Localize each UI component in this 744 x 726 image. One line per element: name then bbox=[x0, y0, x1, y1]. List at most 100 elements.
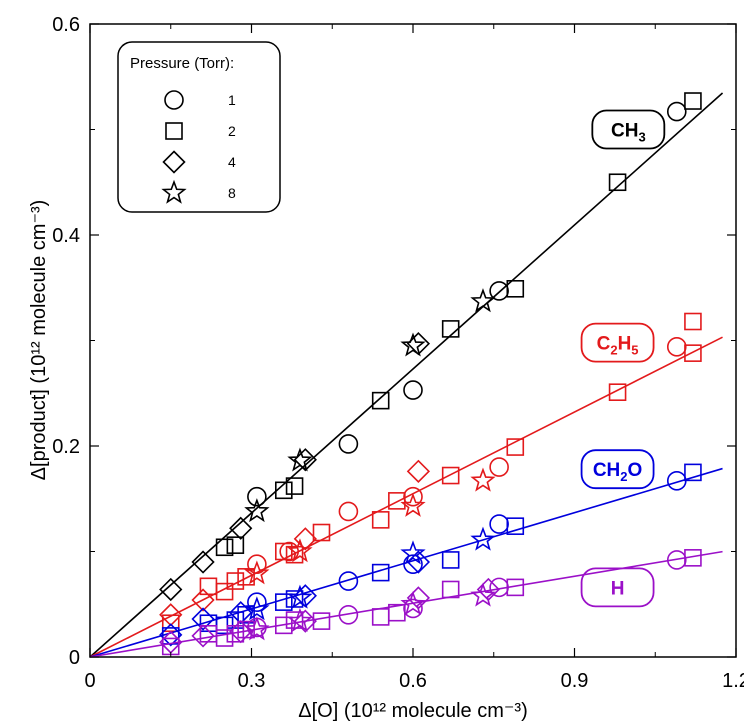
legend-title: Pressure (Torr): bbox=[130, 55, 234, 72]
data-point-square bbox=[506, 438, 525, 456]
data-point-square bbox=[237, 568, 255, 586]
data-point-square bbox=[215, 582, 234, 601]
data-point-circle bbox=[403, 380, 423, 400]
data-point-square bbox=[441, 580, 460, 599]
series-label-box bbox=[580, 322, 655, 363]
data-point-circle bbox=[247, 554, 267, 574]
series-label-h: H bbox=[580, 567, 655, 608]
data-point-diamond bbox=[191, 624, 215, 648]
data-point-square bbox=[608, 173, 627, 192]
data-point-star bbox=[244, 596, 270, 621]
data-point-star bbox=[470, 467, 496, 492]
series-label-text: CH2O bbox=[593, 460, 642, 484]
data-point-square bbox=[215, 538, 234, 557]
series-label-text: H bbox=[611, 578, 625, 599]
data-point-circle bbox=[247, 486, 267, 507]
data-point-circle bbox=[279, 541, 299, 562]
data-point-diamond bbox=[229, 516, 253, 540]
data-point-square bbox=[215, 629, 234, 647]
data-point-circle bbox=[489, 514, 509, 534]
data-point-square bbox=[285, 477, 304, 495]
legend-label: 4 bbox=[228, 154, 236, 170]
data-point-circle bbox=[247, 592, 267, 612]
data-point-square bbox=[684, 92, 702, 110]
data-point-square bbox=[388, 492, 406, 510]
series-label-text: C2H5 bbox=[597, 334, 639, 358]
data-point-circle bbox=[666, 101, 687, 122]
data-point-square bbox=[608, 383, 627, 401]
data-point-circle bbox=[666, 337, 687, 357]
series-h bbox=[89, 549, 723, 658]
plot-area: CH3 C2H5 CH2O H bbox=[89, 23, 737, 658]
legend-marker-square bbox=[165, 122, 183, 140]
series-label-box bbox=[591, 109, 666, 150]
data-point-square bbox=[371, 608, 390, 626]
data-point-circle bbox=[403, 554, 423, 574]
y-tick-label: 0.4 bbox=[52, 225, 80, 247]
data-point-circle bbox=[403, 598, 423, 619]
data-point-diamond bbox=[191, 607, 215, 631]
x-tick-label: 0.3 bbox=[238, 670, 266, 692]
data-point-square bbox=[226, 536, 245, 554]
data-point-star bbox=[244, 560, 270, 585]
data-point-diamond bbox=[293, 609, 317, 633]
data-point-circle bbox=[666, 550, 687, 570]
series-c2h5 bbox=[89, 312, 723, 658]
data-point-square bbox=[371, 511, 390, 529]
series-label-text: CH3 bbox=[611, 121, 646, 145]
data-point-circle bbox=[338, 501, 359, 522]
data-point-star bbox=[400, 590, 426, 616]
data-point-square bbox=[441, 320, 460, 338]
legend-box bbox=[117, 41, 281, 213]
data-point-square bbox=[371, 563, 390, 582]
data-point-star bbox=[287, 447, 313, 472]
data-point-square bbox=[312, 523, 331, 542]
data-point-circle bbox=[338, 571, 359, 591]
x-tick-label: 0.9 bbox=[561, 670, 589, 692]
legend: Pressure (Torr): 1 2 4 8 bbox=[117, 41, 281, 213]
data-point-square bbox=[199, 577, 218, 596]
data-point-circle bbox=[489, 457, 509, 477]
y-axis-title: Δ[product] (10¹² molecule cm⁻³) bbox=[28, 200, 50, 481]
fit-line-ch3 bbox=[89, 92, 724, 658]
series-label-box bbox=[580, 567, 655, 608]
data-point-square bbox=[285, 545, 304, 564]
x-axis-title: Δ[O] (10¹² molecule cm⁻³) bbox=[298, 700, 528, 722]
series-label-ch2o: CH2O bbox=[580, 449, 655, 490]
data-point-square bbox=[274, 593, 293, 611]
series-ch3 bbox=[89, 92, 724, 658]
legend-marker-diamond bbox=[162, 150, 186, 174]
axis-ticks: 0 0.3 0.6 0.9 1.2 0 0.2 0.4 0.6 bbox=[52, 14, 744, 692]
data-point-circle bbox=[666, 471, 687, 491]
data-point-diamond bbox=[159, 623, 183, 647]
legend-marker-star bbox=[161, 179, 187, 204]
data-point-circle bbox=[338, 604, 359, 625]
data-point-circle bbox=[489, 281, 509, 301]
series-label-box bbox=[580, 449, 655, 490]
data-point-star bbox=[287, 538, 313, 563]
y-tick-label: 0.2 bbox=[52, 436, 80, 458]
data-point-square bbox=[274, 616, 293, 635]
data-point-square bbox=[441, 551, 460, 569]
x-tick-label: 0.6 bbox=[399, 670, 427, 692]
data-point-square bbox=[226, 572, 245, 590]
x-tick-label: 1.2 bbox=[722, 670, 744, 692]
data-point-diamond bbox=[159, 577, 183, 602]
series-ch2o bbox=[89, 463, 723, 658]
data-point-star bbox=[287, 584, 313, 609]
legend-marker-circle bbox=[164, 90, 184, 110]
data-point-circle bbox=[489, 577, 509, 598]
data-point-diamond bbox=[406, 459, 431, 483]
data-point-square bbox=[506, 578, 525, 597]
series-label-ch3: CH3 bbox=[591, 109, 666, 150]
data-point-star bbox=[400, 540, 426, 565]
data-point-star bbox=[470, 526, 496, 551]
legend-label: 2 bbox=[228, 123, 236, 139]
data-point-star bbox=[244, 498, 270, 523]
x-tick-label: 0 bbox=[84, 670, 95, 692]
data-point-star bbox=[470, 582, 496, 607]
data-point-square bbox=[312, 612, 331, 630]
legend-label: 8 bbox=[228, 185, 236, 201]
y-tick-label: 0 bbox=[69, 647, 80, 669]
